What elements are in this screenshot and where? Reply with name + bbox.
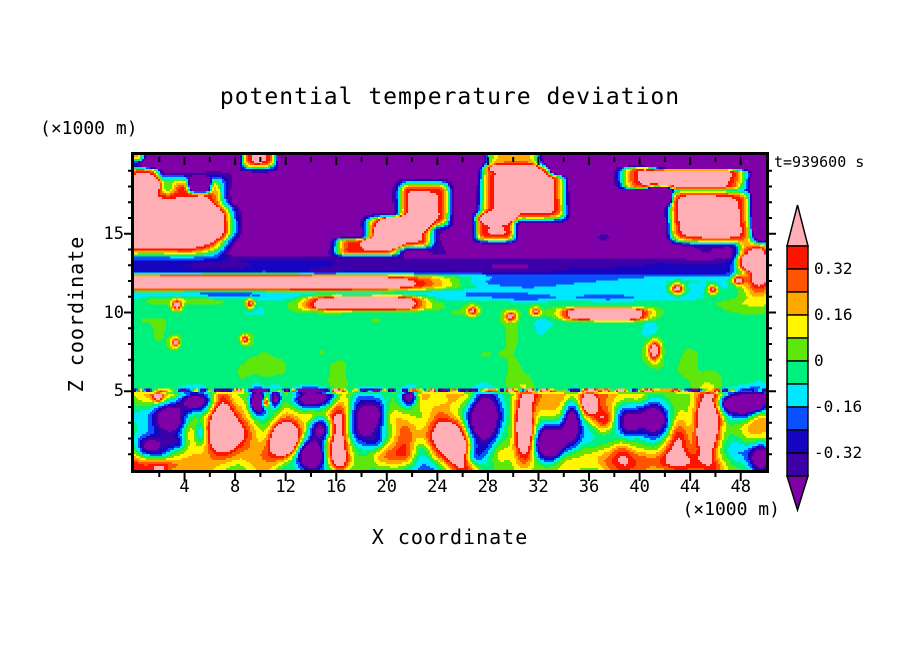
contour-canvas [134, 155, 766, 470]
x-tick-label: 36 [578, 477, 600, 497]
colorbar-tick-label: 0.32 [814, 259, 853, 278]
colorbar-segment [786, 245, 809, 270]
colorbar-tick-label: 0.16 [814, 305, 853, 324]
colorbar-tick-label: -0.16 [814, 397, 863, 416]
x-tick-label: 12 [275, 477, 296, 497]
colorbar-segment [786, 314, 809, 339]
colorbar-tick-label: 0 [814, 351, 824, 370]
colorbar-tick-label: -0.32 [814, 443, 863, 462]
time-stamp-label: t=939600 s [774, 153, 865, 171]
plot-frame [131, 152, 769, 473]
y-tick-label: 15 [103, 223, 124, 244]
colorbar-segment [786, 383, 809, 408]
x-axis-title: X coordinate [371, 525, 529, 549]
x-tick-label: 20 [376, 477, 398, 497]
colorbar-segment [786, 406, 809, 431]
x-tick-label: 48 [730, 477, 751, 497]
plot-title: potential temperature deviation [219, 84, 681, 110]
x-tick-label: 28 [477, 477, 499, 497]
x-tick-label: 24 [427, 477, 448, 497]
colorbar-arrow [785, 475, 810, 513]
x-axis-unit-label: (×1000 m) [682, 499, 780, 520]
colorbar-segment [786, 337, 809, 362]
x-tick-label: 32 [528, 477, 549, 497]
colorbar-arrow [786, 204, 809, 247]
colorbar-segment [786, 268, 809, 293]
z-axis-unit-label: (×1000 m) [40, 118, 138, 139]
y-tick-label: 5 [113, 381, 124, 402]
x-tick-label: 4 [179, 477, 190, 497]
colorbar-segment [786, 429, 809, 454]
colorbar-segment [786, 360, 809, 385]
x-tick-label: 8 [229, 477, 241, 497]
x-tick-label: 44 [679, 477, 701, 497]
colorbar-segment [786, 452, 809, 477]
x-tick-label: 16 [325, 477, 347, 497]
y-tick-label: 10 [103, 302, 124, 323]
x-tick-label: 40 [629, 477, 650, 497]
colorbar-segment [786, 291, 809, 316]
